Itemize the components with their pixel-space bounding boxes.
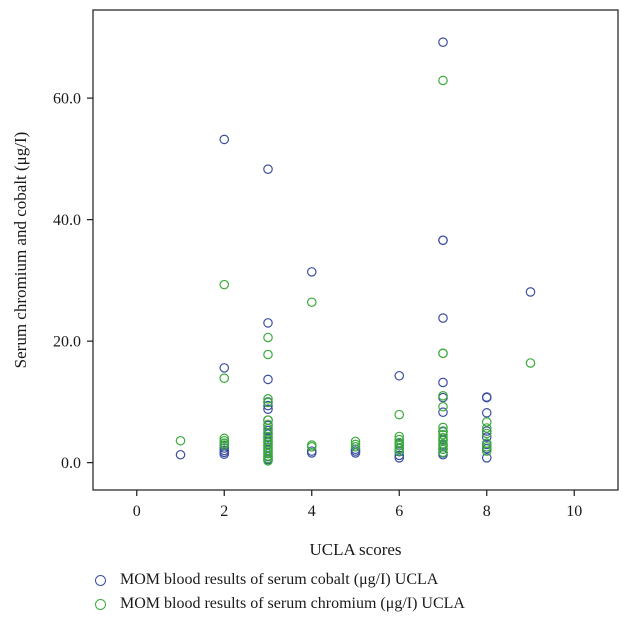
data-points (175, 37, 536, 466)
cobalt-point (438, 313, 448, 323)
y-tick-label: 20.0 (53, 334, 81, 351)
cobalt-point (481, 392, 492, 403)
chromium-point (350, 439, 361, 450)
chromium-point (481, 417, 492, 427)
plot-frame (92, 9, 619, 491)
legend-item-chromium: MOM blood results of serum chromium (μg/… (92, 592, 465, 616)
cobalt-point (525, 287, 536, 297)
chromium-point (481, 428, 492, 439)
cobalt-point (263, 318, 273, 328)
y-axis-label: Serum chromium and cobalt (μg/I) (11, 132, 30, 369)
chromium-point (263, 332, 273, 343)
cobalt-point (394, 370, 405, 381)
chromium-point (175, 435, 186, 446)
chromium-point (350, 436, 361, 447)
chromium-point (438, 401, 448, 412)
x-tick-label: 2 (220, 503, 228, 520)
x-tick-label: 4 (308, 503, 316, 520)
chromium-point (306, 442, 317, 452)
chromium-point (219, 373, 230, 384)
chromium-marker-icon (95, 598, 106, 610)
legend-item-cobalt: MOM blood results of serum cobalt (μg/I)… (92, 568, 465, 592)
cobalt-point (219, 449, 230, 459)
scatter-chart: 0 2 4 6 8 10 0.0 20.0 40.0 60.0 UCLA scores Seru… (11, 9, 619, 559)
chromium-point (438, 442, 448, 452)
chromium-point (481, 442, 492, 452)
chromium-point (394, 443, 405, 454)
legend-label-cobalt: MOM blood results of serum cobalt (μg/I)… (120, 571, 439, 588)
chromium-point (219, 435, 230, 446)
x-axis-label: UCLA scores (309, 540, 401, 559)
cobalt-point (263, 374, 273, 385)
chromium-point (263, 448, 273, 459)
chromium-point (219, 440, 230, 450)
cobalt-point (394, 452, 405, 463)
cobalt-point (263, 400, 273, 411)
chromium-point (306, 297, 317, 308)
y-axis-ticks: 0.0 20.0 40.0 60.0 (53, 91, 93, 472)
x-tick-label: 0 (133, 503, 141, 520)
cobalt-point (219, 134, 230, 145)
chromium-point (438, 422, 448, 433)
chromium-point (481, 446, 492, 456)
chromium-point (263, 456, 273, 466)
y-tick-label: 0.0 (61, 455, 81, 472)
chromium-point (438, 432, 448, 443)
cobalt-point (438, 407, 448, 418)
y-tick-label: 60.0 (53, 91, 81, 108)
cobalt-marker-icon (95, 574, 106, 586)
chromium-point (438, 391, 448, 401)
cobalt-point (438, 235, 448, 246)
chromium-point (438, 429, 448, 440)
cobalt-point (263, 404, 273, 414)
chromium-point (438, 447, 448, 458)
chromium-point (438, 444, 448, 455)
chromium-point (394, 440, 405, 451)
cobalt-point (219, 443, 230, 453)
chromium-point (350, 442, 361, 452)
chromium-point (263, 397, 273, 408)
chromium-point (394, 446, 405, 456)
cobalt-point (394, 450, 405, 461)
chromium-point (438, 348, 448, 359)
cobalt-point (481, 452, 492, 463)
cobalt-point (481, 408, 492, 418)
chromium-point (263, 446, 273, 456)
chromium-point (481, 423, 492, 433)
cobalt-point (438, 37, 448, 48)
legend-label-chromium: MOM blood results of serum chromium (μg/… (120, 595, 465, 612)
x-tick-label: 8 (483, 503, 491, 520)
chromium-point (219, 279, 230, 290)
cobalt-point (438, 377, 448, 388)
x-axis-ticks: 0 2 4 6 8 10 (133, 490, 582, 520)
cobalt-point (481, 426, 492, 436)
cobalt-point (481, 432, 492, 442)
chromium-point (394, 431, 405, 442)
chromium-point (263, 451, 273, 461)
chromium-point (394, 409, 405, 420)
y-tick-label: 40.0 (53, 212, 81, 229)
cobalt-point (219, 363, 230, 373)
cobalt-point (175, 449, 186, 460)
chromium-point (438, 426, 448, 436)
chromium-point (438, 75, 448, 86)
chromium-point (263, 453, 273, 464)
chromium-point (394, 434, 405, 445)
cobalt-point (263, 164, 273, 174)
chromium-point (525, 358, 536, 368)
legend: MOM blood results of serum cobalt (μg/I)… (92, 568, 465, 616)
cobalt-point (306, 267, 317, 277)
chromium-point (263, 394, 273, 404)
chromium-point (219, 433, 230, 444)
chromium-point (263, 428, 273, 438)
chromium-point (263, 349, 273, 360)
x-tick-label: 10 (566, 503, 582, 520)
x-tick-label: 6 (395, 503, 403, 520)
